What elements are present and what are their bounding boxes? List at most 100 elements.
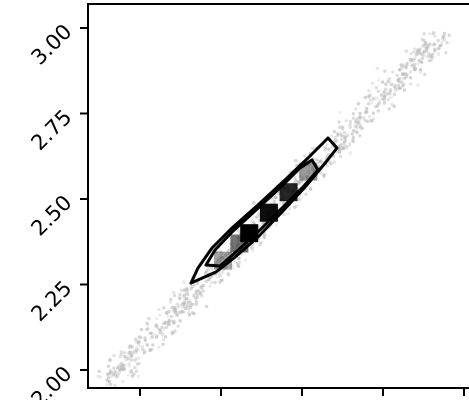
scatter-point [173,294,176,297]
scatter-point [170,315,173,318]
scatter-point [145,328,148,331]
scatter-point [441,37,444,40]
scatter-point [405,64,408,67]
scatter-point [348,144,351,147]
scatter-point [162,338,165,341]
scatter-point [153,332,156,335]
scatter-point [130,354,133,357]
scatter-point [162,306,165,309]
scatter-point [155,336,158,339]
scatter-point [437,52,440,55]
scatter-point [412,59,415,62]
scatter-point [165,326,168,329]
y-axis: 2.00 2.25 2.50 2.75 3.00 [26,20,88,400]
scatter-point [293,176,296,179]
scatter-point [135,357,138,360]
scatter-point [286,212,289,215]
scatter-point [372,96,375,99]
scatter-point [106,373,109,376]
scatter-point [391,70,394,73]
scatter-point [423,73,426,76]
scatter-point [409,76,412,79]
scatter-point [399,63,402,66]
scatter-point [432,43,435,46]
scatter-point [177,305,180,308]
scatter-point [169,298,172,301]
scatter-point [109,371,112,374]
scatter-point [145,321,148,324]
scatter-point [432,31,435,34]
scatter-point [122,368,125,371]
scatter-point [356,126,359,129]
scatter-point [351,139,354,142]
scatter-point [393,93,396,96]
scatter-point [168,323,171,326]
scatter-point [161,333,164,336]
scatter-point [366,120,369,123]
scatter-point [359,126,362,129]
scatter-point [185,288,188,291]
scatter-point [383,98,386,101]
scatter-point [420,61,423,64]
scatter-point [174,311,177,314]
scatter-point [187,311,190,314]
scatter-point [386,92,389,95]
scatter-point [164,335,167,338]
scatter-point [448,34,451,37]
scatter-point [416,83,419,86]
scatter-point [201,287,204,290]
scatter-point [176,302,179,305]
scatter-point [146,343,149,346]
y-tick-label: 3.00 [26,20,76,70]
scatter-point [345,145,348,148]
scatter-point [135,370,138,373]
scatter-point [438,47,441,50]
scatter-point [421,53,424,56]
scatter-point [200,294,203,297]
scatter-point [403,76,406,79]
scatter-point [303,154,306,157]
scatter-point [420,38,423,41]
scatter-point [333,161,336,164]
scatter-point [147,317,150,320]
scatter-point [425,46,428,49]
scatter-point [190,285,193,288]
scatter-point [393,105,396,108]
scatter-point [165,311,168,314]
scatter-point [118,355,121,358]
scatter-point [296,204,299,207]
scatter-point [340,137,343,140]
scatter-point [139,336,142,339]
scatter-point [170,306,173,309]
scatter-point [372,111,375,114]
scatter-point [311,147,314,150]
scatter-point [124,358,127,361]
scatter-point [348,123,351,126]
scatter-point [205,269,208,272]
scatter-point [155,317,158,320]
scatter-point [205,280,208,283]
y-tick-label: 2.25 [26,276,76,326]
scatter-point [250,220,253,223]
scatter-point [416,49,419,52]
scatter-point [444,51,447,54]
scatter-point [338,150,341,153]
scatter-point [382,102,385,105]
scatter-point [135,349,138,352]
scatter-point [134,340,137,343]
scatter-point [209,285,212,288]
scatter-point [161,343,164,346]
scatter-point [428,59,431,62]
scatter-point [127,362,130,365]
scatter-point [396,74,399,77]
scatter-point [388,107,391,110]
scatter-point [380,93,383,96]
scatter-point [172,291,175,294]
scatter-point [279,201,282,204]
scatter-point [358,112,361,115]
scatter-point [343,136,346,139]
scatter-point [294,159,297,162]
scatter-point [210,281,213,284]
scatter-point [137,375,140,378]
scatter-point [357,102,360,105]
